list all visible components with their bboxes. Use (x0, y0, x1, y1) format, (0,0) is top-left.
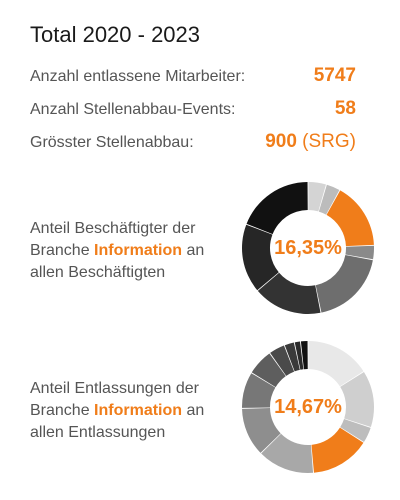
stat-value: 58 (334, 98, 356, 119)
donut-slice (318, 184, 340, 215)
caption-employment-share: Anteil Beschäftigter der Branche Informa… (30, 220, 205, 281)
donut-slice (294, 341, 304, 370)
caption-highlight: Information (94, 242, 183, 259)
donut-slice (308, 341, 364, 387)
donut-slice (300, 341, 308, 370)
stat-label: Grösster Stellenabbau: (30, 134, 194, 151)
donut-chart-layoffs: 14,67% (242, 341, 374, 473)
donut-slice (242, 224, 279, 291)
stat-value: 5747 (313, 65, 356, 86)
donut-slices (242, 182, 374, 314)
stat-row-employees-laid-off: Anzahl entlassene Mitarbeiter: 5747 (30, 65, 356, 94)
donut-slice (284, 342, 300, 372)
donut-slice (242, 373, 276, 408)
donut-slice (257, 272, 321, 314)
stat-label: Anzahl Stellenabbau-Events: (30, 101, 236, 118)
donut-slice (242, 408, 281, 453)
donut-slice (340, 418, 371, 442)
donut-slice (251, 353, 286, 388)
donut-slice-information (311, 427, 364, 473)
donut-slice-information (326, 190, 374, 247)
donut-chart-employment: 16,35% (242, 182, 374, 314)
donut-slice (246, 182, 308, 235)
stat-row-largest-layoff: Grösster Stellenabbau: 900 (SRG) (30, 131, 356, 160)
donut-slice (270, 345, 295, 376)
donut-slice (340, 372, 374, 427)
donut-center-label: 14,67% (274, 396, 342, 418)
donut-slice (308, 182, 326, 212)
donut-slices (242, 341, 374, 473)
stat-row-layoff-events: Anzahl Stellenabbau-Events: 58 (30, 98, 356, 127)
caption-highlight: Information (94, 402, 183, 419)
donut-slice (315, 255, 373, 313)
stat-value-suffix: (SRG) (302, 131, 356, 152)
donut-slice (345, 245, 374, 260)
donut-center-label: 16,35% (274, 237, 342, 259)
stat-value: 900 (SRG) (265, 131, 356, 152)
stat-label: Anzahl entlassene Mitarbeiter: (30, 68, 246, 85)
page-title: Total 2020 - 2023 (30, 22, 201, 47)
caption-layoff-share: Anteil Entlassungen der Branche Informat… (30, 380, 205, 441)
donut-slice (261, 433, 314, 473)
